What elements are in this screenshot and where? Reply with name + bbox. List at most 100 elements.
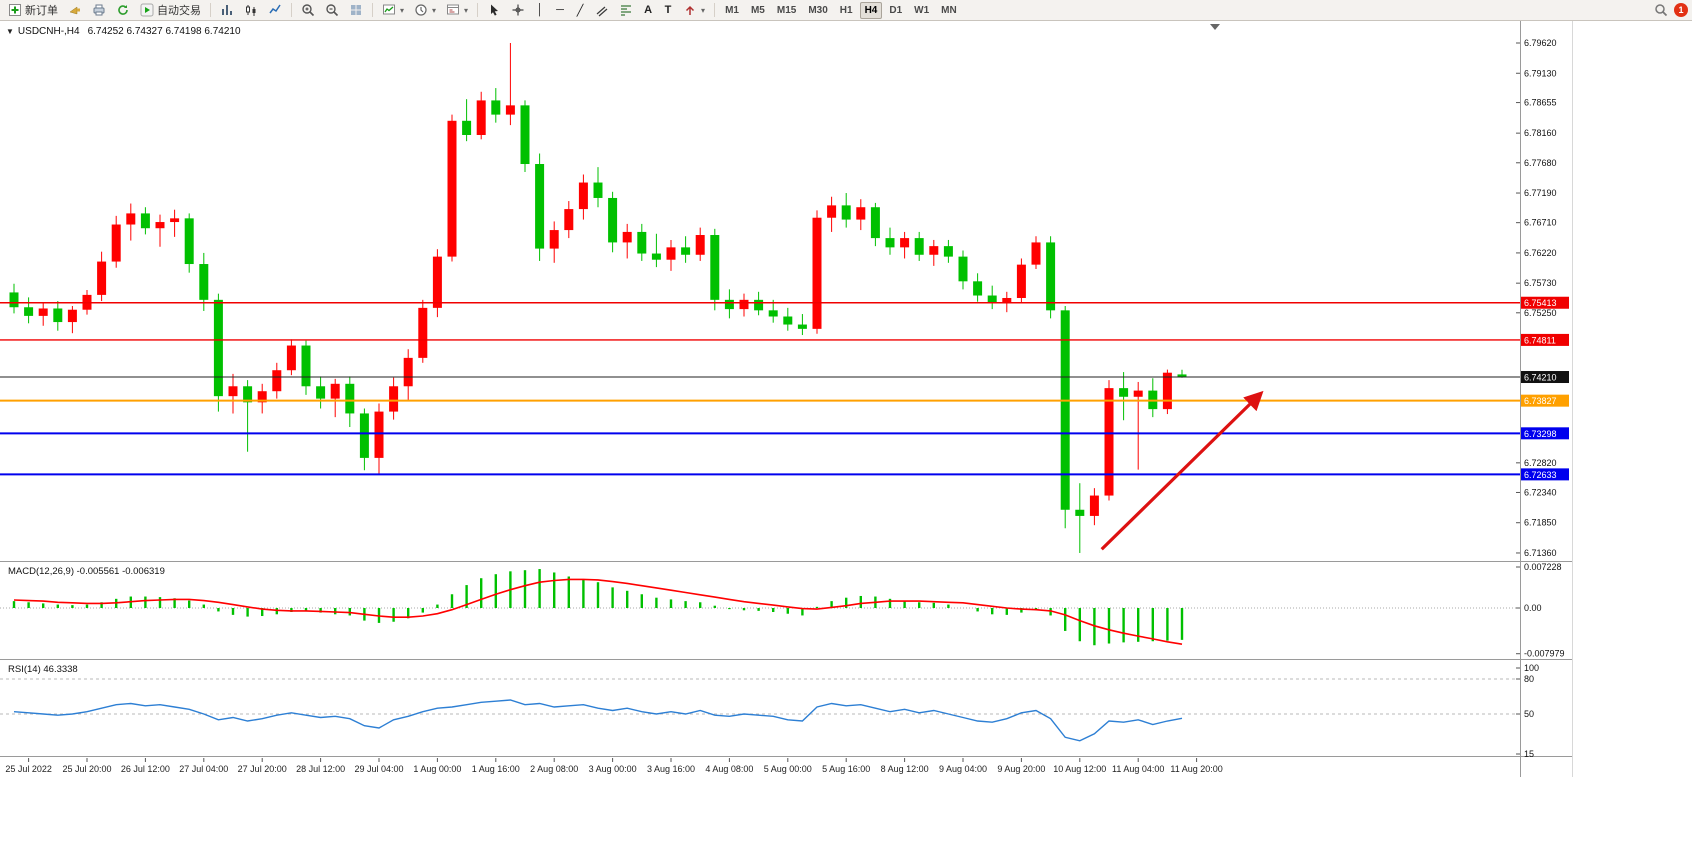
price-badges: 6.75413 6.74811 6.73827 6.73298 6.72633 6.742… — [1521, 296, 1569, 481]
svg-text:6.78160: 6.78160 — [1524, 128, 1557, 138]
timeframe-m30-label: M30 — [808, 4, 828, 16]
timeframe-m15-label: M15 — [776, 4, 797, 16]
horizontal-line-icon-glyph: ─ — [556, 4, 564, 16]
svg-text:9 Aug 04:00: 9 Aug 04:00 — [939, 764, 987, 774]
equidistant-channel-icon[interactable] — [591, 2, 613, 19]
autotrade-button[interactable]: 自动交易 — [136, 2, 205, 19]
text-icon[interactable]: A — [639, 2, 657, 19]
svg-text:27 Jul 04:00: 27 Jul 04:00 — [179, 764, 228, 774]
svg-text:6.75413: 6.75413 — [1524, 298, 1557, 308]
svg-text:5 Aug 00:00: 5 Aug 00:00 — [764, 764, 812, 774]
timeframe-w1[interactable]: W1 — [909, 2, 934, 19]
svg-text:6.76220: 6.76220 — [1524, 248, 1557, 258]
channel — [596, 6, 608, 17]
svg-text:1 Aug 00:00: 1 Aug 00:00 — [413, 764, 461, 774]
svg-text:6.72340: 6.72340 — [1524, 487, 1557, 497]
linechart — [269, 4, 281, 14]
fibonacci-icon[interactable] — [615, 2, 637, 19]
crosshair — [512, 4, 524, 16]
svg-text:0.00: 0.00 — [1524, 603, 1542, 613]
timeframe-m30[interactable]: M30 — [803, 2, 832, 19]
trendline-icon[interactable]: ╱ — [571, 2, 589, 19]
cursor — [491, 4, 499, 16]
hlines-layer[interactable] — [0, 302, 1520, 476]
horizontal-line-icon[interactable]: ─ — [551, 2, 569, 19]
search-icon[interactable] — [1650, 2, 1672, 19]
trend-arrow[interactable] — [1100, 390, 1264, 551]
candles — [246, 5, 256, 16]
macd-label: MACD(12,26,9) -0.005561 -0.006319 — [8, 566, 165, 577]
timeframe-h1[interactable]: H1 — [835, 2, 858, 19]
timeframe-m5-label: M5 — [750, 4, 765, 16]
svg-text:5 Aug 16:00: 5 Aug 16:00 — [822, 764, 870, 774]
svg-text:6.73298: 6.73298 — [1524, 429, 1557, 439]
label-icon[interactable]: T — [659, 2, 677, 19]
timeframe-w1-label: W1 — [914, 4, 930, 16]
chart-shift-icon[interactable] — [1210, 24, 1220, 30]
svg-text:27 Jul 20:00: 27 Jul 20:00 — [238, 764, 287, 774]
timeframe-m1[interactable]: M1 — [720, 2, 744, 19]
chart-print-icon[interactable] — [88, 2, 110, 19]
zoom-out-icon[interactable] — [321, 2, 343, 19]
periods-icon[interactable]: ▾ — [410, 2, 440, 19]
toolbar-separator — [372, 3, 373, 17]
svg-text:6.71850: 6.71850 — [1524, 518, 1557, 528]
toolbar-separator — [477, 3, 479, 17]
svg-text:6.79130: 6.79130 — [1524, 68, 1557, 78]
timeframe-m15[interactable]: M15 — [772, 2, 801, 19]
timeframe-mn[interactable]: MN — [936, 2, 962, 19]
svg-text:4 Aug 08:00: 4 Aug 08:00 — [705, 764, 753, 774]
time-axis[interactable]: 25 Jul 2022 25 Jul 20:00 26 Jul 12:00 27 Ju… — [5, 758, 1223, 774]
zoomout — [326, 4, 339, 17]
candlestick-chart-icon[interactable] — [240, 2, 262, 19]
chevron-down-icon: ▾ — [701, 5, 706, 15]
svg-text:0.007228: 0.007228 — [1524, 562, 1562, 572]
crosshair-icon[interactable] — [507, 2, 529, 19]
svg-text:2 Aug 08:00: 2 Aug 08:00 — [530, 764, 578, 774]
refresh-icon[interactable] — [112, 2, 134, 19]
svg-text:6.75730: 6.75730 — [1524, 278, 1557, 288]
search — [1655, 4, 1668, 17]
svg-text:26 Jul 12:00: 26 Jul 12:00 — [121, 764, 170, 774]
template — [447, 4, 460, 15]
price-scale[interactable]: 6.79620 6.79130 6.78655 6.78160 6.77680 6.771… — [1516, 38, 1557, 558]
zoom-in-icon[interactable] — [297, 2, 319, 19]
collapse-icon[interactable]: ▼ — [6, 27, 14, 36]
indicators-icon[interactable]: ▾ — [378, 2, 408, 19]
megaphone-icon[interactable] — [64, 2, 86, 19]
svg-text:10 Aug 12:00: 10 Aug 12:00 — [1053, 764, 1106, 774]
vertical-line-icon[interactable]: │ — [531, 2, 549, 19]
svg-text:29 Jul 04:00: 29 Jul 04:00 — [354, 764, 403, 774]
timeframe-d1[interactable]: D1 — [884, 2, 907, 19]
timeframe-h1-label: H1 — [839, 4, 853, 16]
new-order-button[interactable]: 新订单 — [4, 2, 62, 19]
line-chart-icon[interactable] — [264, 2, 286, 19]
svg-text:80: 80 — [1524, 674, 1534, 684]
macd-indicator-values: -0.005561 -0.006319 — [76, 566, 165, 577]
cursor-icon[interactable] — [483, 2, 505, 19]
chevron-down-icon: ▾ — [432, 5, 437, 15]
timeframe-m5[interactable]: M5 — [746, 2, 770, 19]
label-icon-glyph: T — [664, 4, 672, 16]
chart-title: ▼ USDCNH-,H4 6.74252 6.74327 6.74198 6.742… — [6, 26, 241, 37]
trendline-icon-glyph: ╱ — [576, 4, 584, 17]
timeframe-h4[interactable]: H4 — [859, 1, 883, 19]
svg-text:15: 15 — [1524, 749, 1534, 759]
notification-badge[interactable]: 1 — [1674, 3, 1688, 17]
arrows-icon[interactable]: ▾ — [679, 2, 709, 19]
svg-text:11 Aug 04:00: 11 Aug 04:00 — [1112, 764, 1164, 774]
indicator — [383, 4, 395, 15]
svg-text:6.73827: 6.73827 — [1524, 396, 1557, 406]
bar-chart-icon[interactable] — [216, 2, 238, 19]
vertical-line-icon-glyph: │ — [536, 4, 544, 16]
panel-frame — [0, 21, 1573, 777]
timeframe-d1-label: D1 — [889, 4, 903, 16]
tile-windows-icon[interactable] — [345, 2, 367, 19]
templates-icon[interactable]: ▾ — [442, 2, 472, 19]
svg-text:6.76710: 6.76710 — [1524, 218, 1557, 228]
toolbar-separator — [210, 3, 211, 17]
arrowsym — [686, 5, 695, 15]
chart-ohlc: 6.74252 6.74327 6.74198 6.74210 — [87, 26, 241, 37]
price-chart-canvas[interactable]: 6.79620 6.79130 6.78655 6.78160 6.77680 6.771… — [0, 21, 1692, 781]
